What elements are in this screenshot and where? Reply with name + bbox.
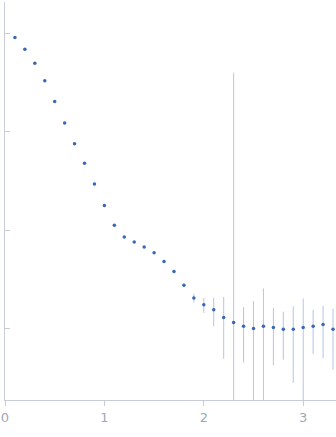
svg-text:1: 1 xyxy=(100,410,108,425)
svg-text:2: 2 xyxy=(200,410,208,425)
svg-text:3: 3 xyxy=(299,410,307,425)
svg-text:0: 0 xyxy=(1,410,9,425)
